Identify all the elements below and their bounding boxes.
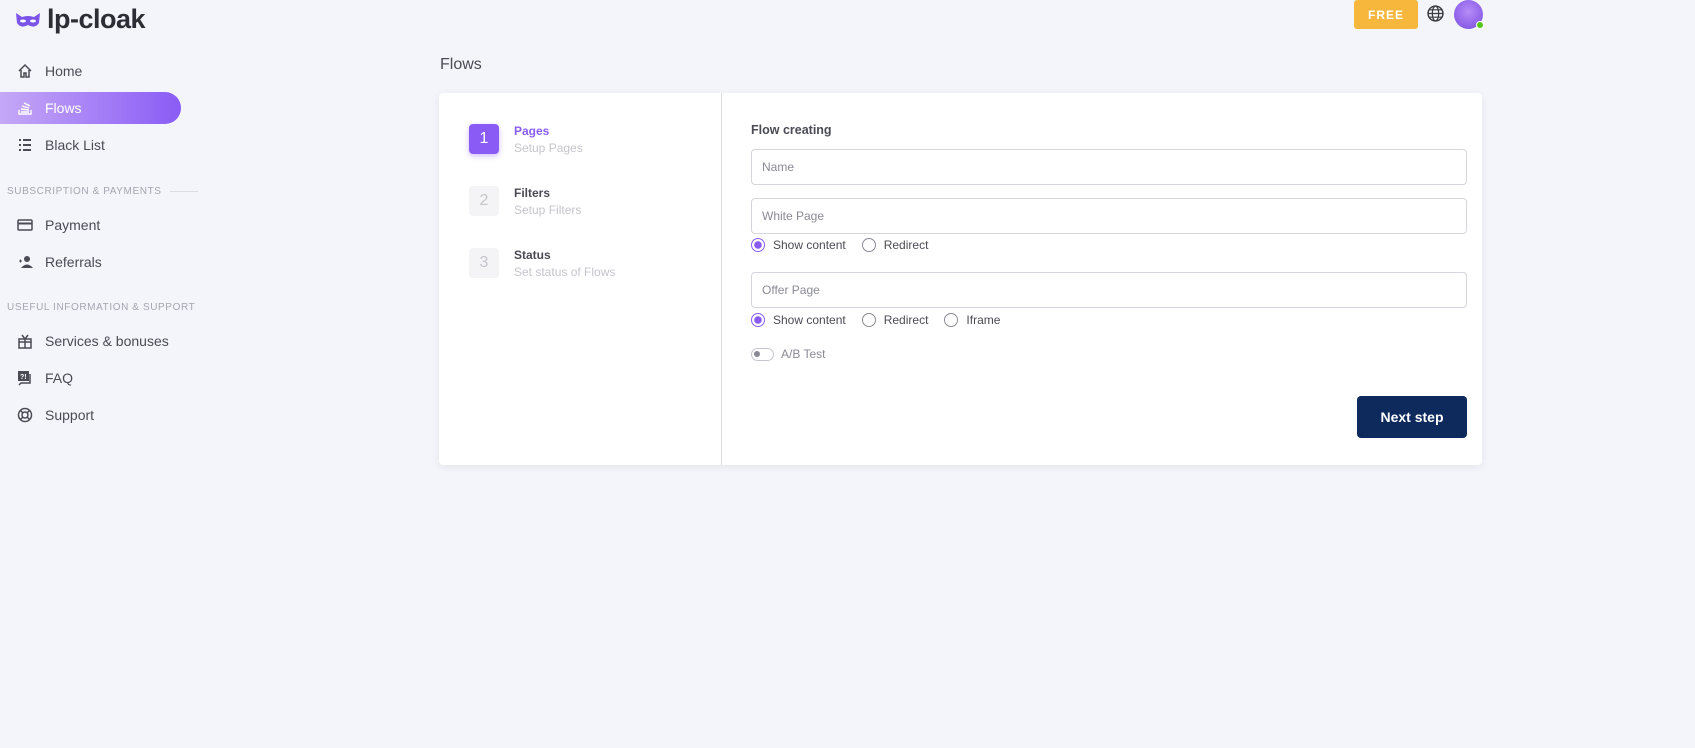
- step-number: 1: [469, 124, 499, 154]
- step-number: 2: [469, 186, 499, 216]
- flow-wizard-card: 1 Pages Setup Pages 2 Filters Setup Filter…: [439, 93, 1482, 465]
- section-heading-support: USEFUL INFORMATION & SUPPORT: [7, 302, 195, 313]
- offer-redirect-radio[interactable]: Redirect: [861, 313, 929, 327]
- lifebuoy-icon: [17, 407, 33, 423]
- offer-iframe-radio[interactable]: Iframe: [944, 313, 1000, 327]
- radio-label: Show content: [773, 313, 846, 327]
- step-filters[interactable]: 2 Filters Setup Filters: [469, 186, 581, 217]
- sidebar-item-payment[interactable]: Payment: [0, 209, 181, 241]
- step-subtitle: Set status of Flows: [514, 265, 616, 279]
- white-page-mode: Show content Redirect: [751, 238, 928, 252]
- sidebar-item-services[interactable]: Services & bonuses: [0, 325, 181, 357]
- ab-test-label: A/B Test: [781, 347, 826, 361]
- step-subtitle: Setup Pages: [514, 141, 583, 155]
- home-icon: [18, 63, 32, 78]
- section-label: SUBSCRIPTION & PAYMENTS: [7, 186, 162, 197]
- divider: [721, 93, 722, 465]
- sidebar-item-label: FAQ: [45, 370, 74, 386]
- step-number: 3: [469, 248, 499, 278]
- name-input[interactable]: [751, 149, 1467, 185]
- radio-circle: [751, 313, 765, 327]
- step-title: Filters: [514, 186, 551, 200]
- white-page-input[interactable]: [751, 198, 1467, 234]
- radio-circle: [751, 238, 765, 252]
- offer-show-content-radio[interactable]: Show content: [751, 313, 846, 327]
- sidebar-item-label: Payment: [45, 217, 101, 233]
- step-pages[interactable]: 1 Pages Setup Pages: [469, 124, 583, 155]
- sidebar-item-home[interactable]: Home: [0, 55, 181, 87]
- offer-page-input[interactable]: [751, 272, 1467, 308]
- radio-circle: [944, 313, 959, 327]
- divider: [169, 191, 198, 192]
- user-avatar[interactable]: [1454, 0, 1484, 29]
- radio-circle: [861, 313, 876, 327]
- sidebar-item-label: Black List: [45, 137, 105, 153]
- radio-label: Redirect: [883, 238, 929, 252]
- page-title: Flows: [440, 56, 482, 73]
- radio-circle: [861, 238, 876, 252]
- globe-icon[interactable]: [1427, 5, 1444, 22]
- sidebar-item-faq[interactable]: ?! FAQ: [0, 362, 181, 394]
- sidebar-item-label: Home: [45, 63, 83, 79]
- step-title: Status: [514, 248, 551, 262]
- user-star-icon: [19, 256, 33, 268]
- form-title: Flow creating: [751, 123, 832, 137]
- radio-label: Iframe: [966, 313, 1001, 327]
- sidebar-item-label: Referrals: [45, 254, 102, 270]
- sidebar-item-support[interactable]: Support: [0, 399, 181, 431]
- list-icon: [19, 139, 31, 151]
- section-heading-subscription: SUBSCRIPTION & PAYMENTS: [7, 186, 198, 197]
- svg-text:?!: ?!: [20, 374, 27, 381]
- next-step-button[interactable]: Next step: [1357, 396, 1467, 438]
- sidebar-item-label: Flows: [45, 100, 82, 116]
- sidebar-item-label: Support: [45, 407, 95, 423]
- sidebar-item-referrals[interactable]: Referrals: [0, 246, 181, 278]
- sidebar-item-black-list[interactable]: Black List: [0, 129, 181, 161]
- radio-label: Redirect: [883, 313, 929, 327]
- online-status-dot: [1476, 21, 1484, 29]
- logo-text: lp-cloak: [47, 4, 146, 34]
- faq-icon: ?!: [18, 371, 31, 386]
- stack-icon: [18, 102, 32, 115]
- white-show-content-radio[interactable]: Show content: [751, 238, 846, 252]
- section-label: USEFUL INFORMATION & SUPPORT: [7, 302, 196, 313]
- offer-page-mode: Show content Redirect Iframe: [751, 313, 1000, 327]
- ab-test-toggle[interactable]: [751, 347, 774, 361]
- step-status[interactable]: 3 Status Set status of Flows: [469, 248, 615, 279]
- step-subtitle: Setup Filters: [514, 203, 582, 217]
- step-title: Pages: [514, 124, 550, 138]
- ab-test-toggle-row[interactable]: A/B Test: [751, 347, 825, 361]
- credit-card-icon: [17, 219, 33, 231]
- sidebar-item-label: Services & bonuses: [45, 333, 169, 349]
- plan-free-button[interactable]: FREE: [1354, 0, 1418, 29]
- white-redirect-radio[interactable]: Redirect: [861, 238, 929, 252]
- sidebar-item-flows[interactable]: Flows: [0, 92, 181, 124]
- radio-label: Show content: [773, 238, 846, 252]
- mask-logo-icon: [16, 12, 40, 27]
- logo[interactable]: lp-cloak: [15, 4, 146, 35]
- gift-icon: [18, 334, 32, 349]
